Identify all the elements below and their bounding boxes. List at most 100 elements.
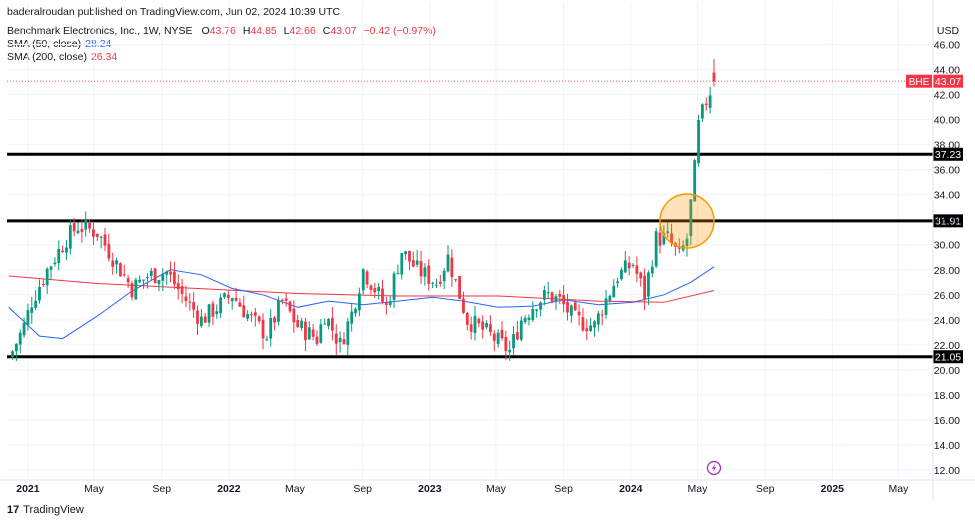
candle-body [435,284,438,286]
candle-body [631,264,635,266]
currency-label: USD [937,25,960,37]
y-tick-label: 44.00 [934,65,960,77]
candle-body [388,301,392,306]
candle-body [76,230,80,234]
y-tick-label: 16.00 [934,415,960,427]
low-label: L [283,25,290,37]
candle-body [57,248,61,264]
candle-body [226,294,230,299]
candle-body [585,328,589,332]
x-tick-label: May [688,483,709,495]
candle-body [157,280,161,285]
candle-body [712,72,716,82]
candle-body [238,302,242,307]
candle-body [477,318,481,324]
symbol-title: Benchmark Electronics, Inc., 1W, NYSE [7,25,193,37]
candle-body [485,322,488,328]
candle-body [546,292,550,294]
candle-body [481,321,485,330]
candle-body [130,283,134,298]
highlight-circle [659,193,715,249]
sma200-legend[interactable]: SMA (200, close) 26.34 [7,51,117,63]
candle-body [45,268,49,286]
candle-body [377,286,381,292]
candle-body [161,274,165,281]
candle-body [277,300,280,322]
candle-body [662,233,666,245]
candle-body [539,302,542,310]
candle-body [265,339,269,341]
candle-body [215,311,219,315]
candle-body [230,298,234,302]
candle-body [199,316,203,326]
candle-body [149,270,153,277]
y-tick-label: 18.00 [934,390,960,402]
y-tick-label: 26.00 [934,290,960,302]
candle-body [350,311,354,324]
candle-body [462,298,465,313]
candle-body [647,272,650,297]
candle-body [300,320,303,329]
candle-body [558,293,562,297]
sma200-value: 26.34 [90,51,118,63]
candle-body [172,271,176,285]
candle-body [658,232,662,246]
candle-body [361,269,365,291]
candle-body [400,253,404,275]
symbol-badge: BHE [909,77,930,88]
candle-body [369,285,373,291]
candle-body [677,247,681,249]
candle-body [531,308,535,320]
y-tick-label: 36.00 [934,165,960,177]
candle-body [99,236,103,238]
moving-averages [8,266,715,340]
candle-body [111,260,115,267]
candle-body [307,327,311,340]
candle-body [516,332,519,340]
candle-body [589,325,593,331]
level-label-bg [933,350,963,364]
candle-body [504,336,508,352]
candle-body [542,290,546,300]
candle-body [176,283,180,290]
sma50-legend[interactable]: SMA (50, close) 28.24 [7,38,111,50]
candle-body [535,309,539,312]
candle-body [573,302,577,311]
candle-body [323,323,327,325]
candle-body [523,317,527,323]
y-tick-label: 14.00 [934,440,960,452]
candle-body [103,234,107,246]
publisher-line: baderalroudan published on TradingView.c… [7,6,341,18]
candle-body [146,277,149,279]
y-tick-label: 40.00 [934,115,960,127]
candle-body [203,316,207,323]
last-price-label-bg [933,74,963,88]
candle-body [211,303,215,317]
candle-body [292,308,296,323]
candle-body [223,293,226,298]
candle-body [616,281,620,284]
candle-body [34,300,38,308]
x-tick-label: May [285,483,306,495]
candle-body [188,301,192,303]
candle-body [635,265,639,274]
candle-body [427,265,431,284]
candle-body [365,271,369,285]
candle-body [207,304,211,323]
candle-body [180,286,184,294]
high-label: H [242,25,251,37]
x-tick-label: Sep [152,483,171,495]
level-label: 21.05 [935,352,961,364]
candle-body [138,279,142,283]
candle-body [454,279,458,281]
horizontal-levels: 37.23 31.91 21.05 [7,147,963,364]
axes: 46.00 44.00 42.00 40.00 38.00 36.00 34.00 32.00… [0,0,975,500]
candle-body [30,307,34,313]
candle-body [627,262,631,269]
candle-body [492,333,496,341]
candle-body [373,288,377,293]
x-tick-label: Sep [554,483,573,495]
candle-body [354,308,357,314]
x-tick-label: 2021 [16,483,40,495]
